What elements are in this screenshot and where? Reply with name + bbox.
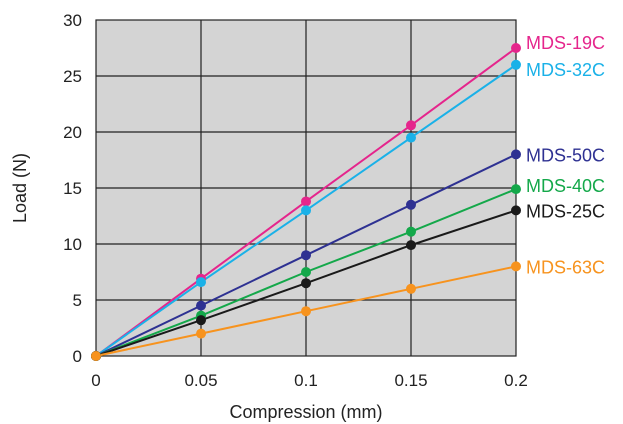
y-tick-label: 10 — [63, 235, 82, 254]
data-point — [196, 328, 206, 339]
data-point — [511, 43, 521, 53]
data-point — [511, 261, 521, 272]
data-point — [406, 226, 416, 237]
data-point — [301, 196, 311, 207]
x-tick-label: 0.15 — [394, 371, 427, 390]
x-tick-label: 0.05 — [184, 371, 217, 390]
data-point — [196, 300, 206, 311]
series-label: MDS-40C — [526, 176, 605, 196]
data-point — [511, 184, 521, 195]
y-tick-label: 30 — [63, 11, 82, 30]
y-tick-label: 25 — [63, 67, 82, 86]
y-axis-ticks: 0 5 10 15 20 25 30 — [63, 11, 82, 366]
data-point — [511, 205, 521, 216]
data-point — [196, 315, 206, 326]
data-point — [301, 205, 311, 216]
x-axis-ticks: 0 0.05 0.1 0.15 0.2 — [91, 371, 528, 390]
data-point — [301, 250, 311, 261]
x-axis-label: Compression (mm) — [229, 402, 382, 422]
data-point — [301, 267, 311, 277]
data-point — [406, 120, 416, 131]
data-point — [301, 306, 311, 317]
y-tick-label: 5 — [73, 291, 82, 310]
data-point — [91, 351, 101, 361]
x-tick-label: 0.1 — [294, 371, 318, 390]
x-tick-label: 0 — [91, 371, 100, 390]
y-tick-label: 15 — [63, 179, 82, 198]
y-axis-label: Load (N) — [10, 153, 30, 223]
y-tick-label: 20 — [63, 123, 82, 142]
data-point — [196, 277, 206, 288]
data-point — [301, 278, 311, 289]
y-tick-label: 0 — [73, 347, 82, 366]
data-point — [406, 132, 416, 143]
data-point — [406, 240, 416, 251]
series-label: MDS-50C — [526, 145, 605, 165]
series-label: MDS-32C — [526, 60, 605, 80]
data-point — [511, 149, 521, 160]
data-point — [406, 199, 416, 210]
series-label: MDS-19C — [526, 33, 605, 53]
data-point — [406, 283, 416, 294]
series-points — [91, 43, 521, 361]
x-tick-label: 0.2 — [504, 371, 528, 390]
series-labels: MDS-19C MDS-32C MDS-50C MDS-40C MDS-25C MDS-6… — [526, 33, 605, 277]
data-point — [511, 59, 521, 70]
series-label: MDS-25C — [526, 201, 605, 221]
series-label: MDS-63C — [526, 257, 605, 277]
